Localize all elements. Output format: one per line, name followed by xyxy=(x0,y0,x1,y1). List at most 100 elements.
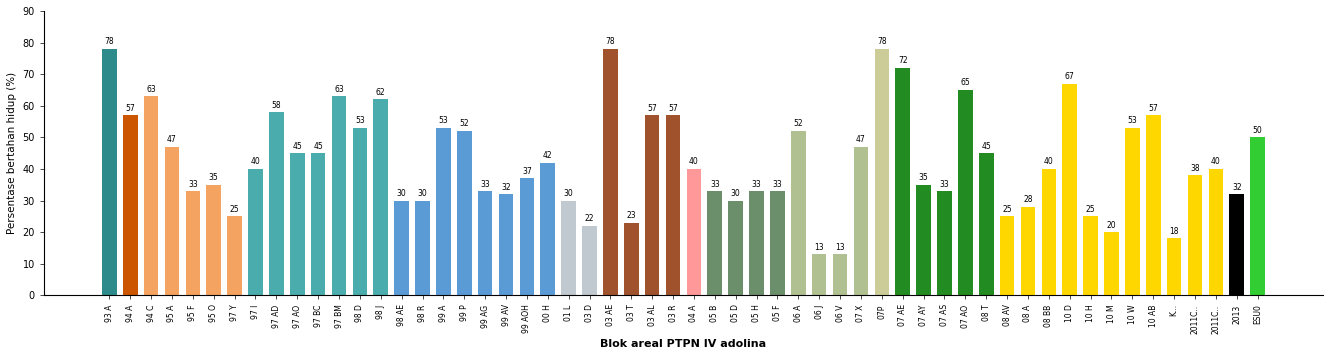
Bar xyxy=(1146,115,1161,295)
Text: 40: 40 xyxy=(689,157,698,166)
Bar xyxy=(122,115,137,295)
Text: 13: 13 xyxy=(814,243,825,252)
Bar xyxy=(875,49,890,295)
Bar xyxy=(394,200,408,295)
Text: 57: 57 xyxy=(648,104,657,113)
Bar xyxy=(290,153,305,295)
Bar xyxy=(624,222,638,295)
Text: 57: 57 xyxy=(1148,104,1158,113)
Bar xyxy=(561,200,576,295)
Bar xyxy=(791,131,806,295)
Bar xyxy=(583,226,597,295)
Bar xyxy=(708,191,722,295)
Bar xyxy=(729,200,743,295)
Text: 32: 32 xyxy=(501,183,511,192)
Bar xyxy=(165,147,180,295)
Bar xyxy=(436,128,451,295)
Text: 45: 45 xyxy=(982,142,991,151)
Text: 33: 33 xyxy=(939,179,950,189)
Text: 65: 65 xyxy=(960,78,970,88)
Text: 22: 22 xyxy=(585,214,595,223)
Bar xyxy=(602,49,617,295)
Text: 37: 37 xyxy=(521,167,532,176)
Bar xyxy=(102,49,117,295)
Bar xyxy=(1209,169,1224,295)
Text: 53: 53 xyxy=(1128,116,1137,125)
Bar xyxy=(311,153,326,295)
Text: 47: 47 xyxy=(168,135,177,144)
Text: 53: 53 xyxy=(355,116,364,125)
Y-axis label: Persentase bertahan hidup (%): Persentase bertahan hidup (%) xyxy=(7,72,17,234)
Text: 23: 23 xyxy=(626,211,636,220)
Text: 35: 35 xyxy=(919,173,928,182)
Bar xyxy=(186,191,201,295)
Bar xyxy=(1188,175,1202,295)
Bar xyxy=(1020,207,1035,295)
Text: 52: 52 xyxy=(459,120,469,129)
Text: 30: 30 xyxy=(396,189,407,198)
Bar xyxy=(1063,84,1077,295)
Text: 45: 45 xyxy=(293,142,302,151)
Text: 33: 33 xyxy=(751,179,761,189)
Text: 25: 25 xyxy=(1085,205,1096,214)
Bar xyxy=(770,191,785,295)
Text: 30: 30 xyxy=(564,189,573,198)
Bar xyxy=(458,131,472,295)
Bar xyxy=(666,115,681,295)
Bar xyxy=(269,112,283,295)
Bar xyxy=(1041,169,1056,295)
Text: 78: 78 xyxy=(605,37,616,46)
Text: 67: 67 xyxy=(1065,72,1075,81)
Text: 72: 72 xyxy=(898,56,907,65)
Bar xyxy=(206,185,221,295)
Text: 33: 33 xyxy=(480,179,489,189)
Text: 33: 33 xyxy=(773,179,782,189)
Text: 40: 40 xyxy=(1044,157,1053,166)
Text: 30: 30 xyxy=(418,189,427,198)
Bar xyxy=(520,178,535,295)
Bar xyxy=(958,90,972,295)
Bar xyxy=(895,68,910,295)
Text: 63: 63 xyxy=(334,85,344,94)
Bar xyxy=(227,216,242,295)
Text: 47: 47 xyxy=(857,135,866,144)
Bar xyxy=(833,254,847,295)
Bar xyxy=(499,194,513,295)
Bar xyxy=(1250,137,1265,295)
Text: 63: 63 xyxy=(146,85,156,94)
Text: 33: 33 xyxy=(188,179,198,189)
Bar xyxy=(979,153,994,295)
Text: 58: 58 xyxy=(271,100,281,110)
Bar xyxy=(374,99,388,295)
Text: 78: 78 xyxy=(105,37,114,46)
Bar xyxy=(749,191,763,295)
Bar xyxy=(144,96,158,295)
Text: 38: 38 xyxy=(1190,164,1200,173)
Bar xyxy=(540,163,555,295)
Text: 57: 57 xyxy=(125,104,136,113)
Text: 53: 53 xyxy=(439,116,448,125)
Bar xyxy=(1229,194,1244,295)
Bar xyxy=(415,200,430,295)
Text: 40: 40 xyxy=(1212,157,1221,166)
Text: 78: 78 xyxy=(876,37,887,46)
Text: 62: 62 xyxy=(376,88,386,97)
Text: 32: 32 xyxy=(1232,183,1241,192)
Text: 20: 20 xyxy=(1107,221,1116,230)
Bar xyxy=(249,169,263,295)
Bar xyxy=(686,169,701,295)
Text: 25: 25 xyxy=(230,205,239,214)
Text: 35: 35 xyxy=(209,173,218,182)
Bar xyxy=(352,128,367,295)
Bar xyxy=(811,254,826,295)
X-axis label: Blok areal PTPN IV adolina: Blok areal PTPN IV adolina xyxy=(600,339,766,349)
Text: 33: 33 xyxy=(710,179,720,189)
Text: 18: 18 xyxy=(1169,227,1178,236)
Bar xyxy=(645,115,660,295)
Bar xyxy=(1083,216,1097,295)
Text: 45: 45 xyxy=(314,142,323,151)
Text: 30: 30 xyxy=(730,189,741,198)
Text: 28: 28 xyxy=(1023,195,1032,204)
Bar xyxy=(916,185,931,295)
Text: 57: 57 xyxy=(668,104,678,113)
